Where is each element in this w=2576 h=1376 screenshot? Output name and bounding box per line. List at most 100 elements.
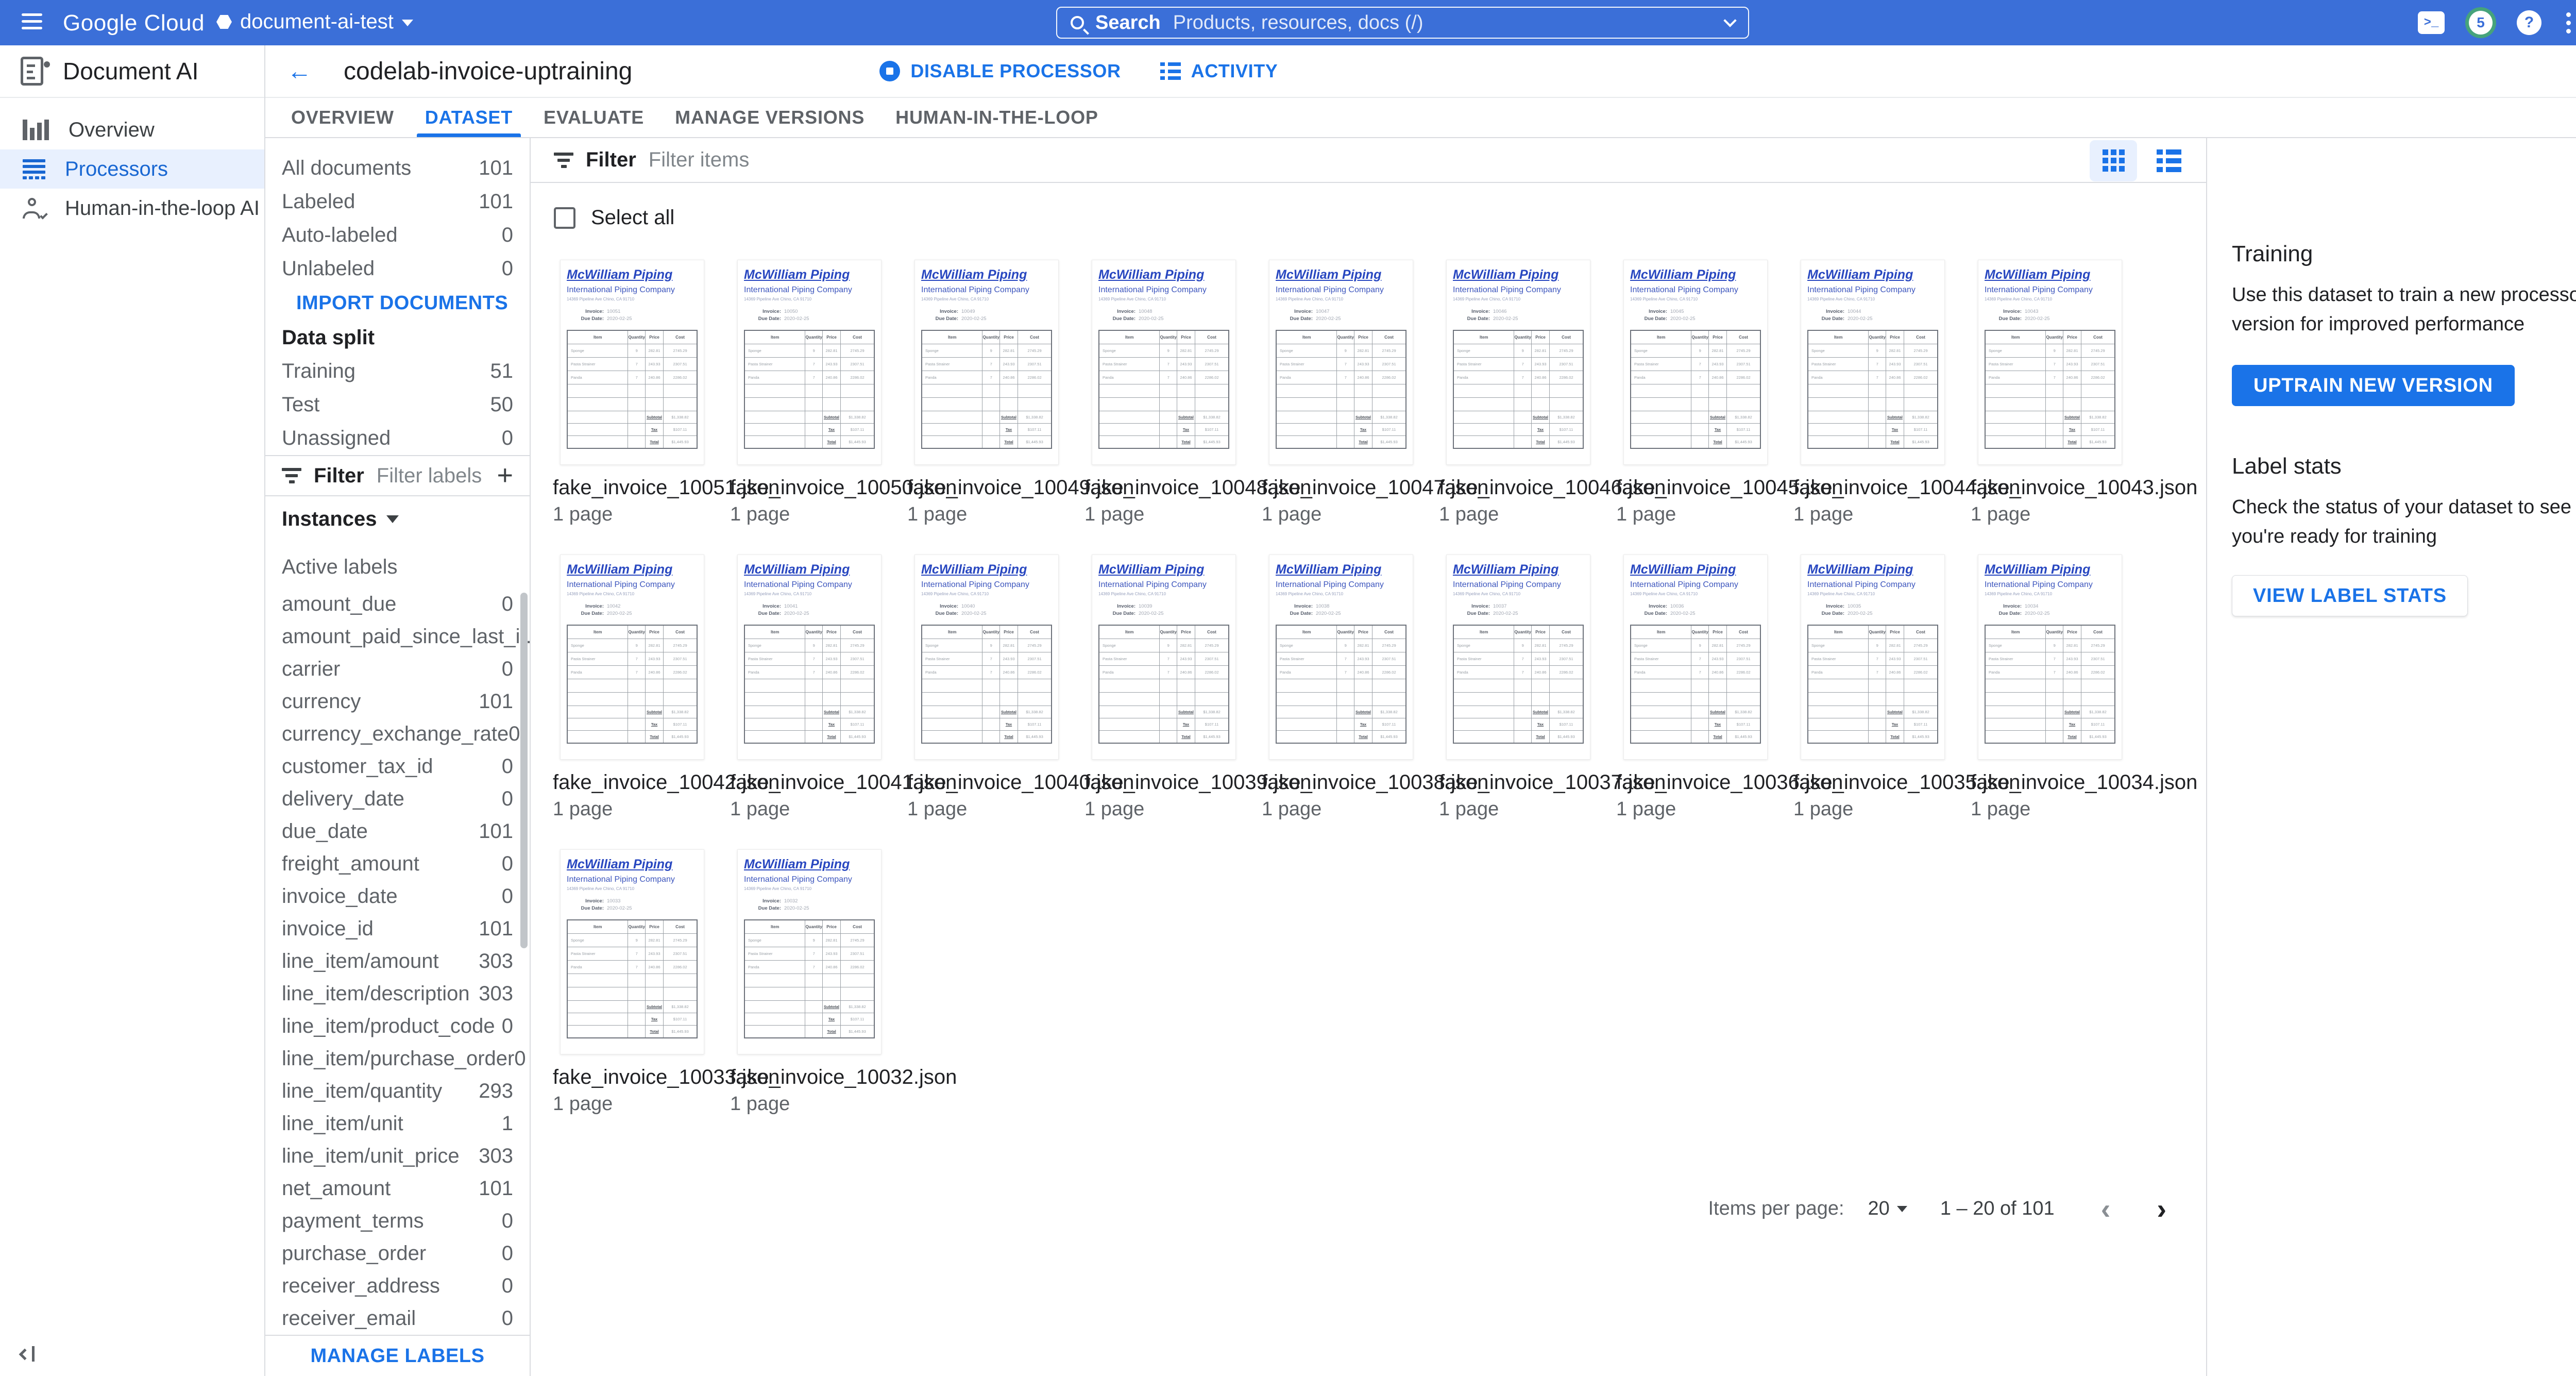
more-options-icon[interactable]	[2562, 12, 2575, 33]
document-card[interactable]: McWilliam Piping International Piping Co…	[730, 555, 957, 820]
document-card[interactable]: McWilliam Piping International Piping Co…	[1616, 555, 1843, 820]
active-label-row[interactable]: line_item/product_code 0	[265, 1010, 530, 1043]
active-label-row[interactable]: line_item/quantity 293	[265, 1075, 530, 1107]
active-label-row[interactable]: purchase_order 0	[265, 1237, 530, 1270]
active-label-row[interactable]: line_item/amount 303	[265, 945, 530, 978]
document-thumbnail[interactable]: McWilliam Piping International Piping Co…	[737, 849, 882, 1054]
document-thumbnail[interactable]: McWilliam Piping International Piping Co…	[737, 260, 882, 465]
document-card[interactable]: McWilliam Piping International Piping Co…	[1971, 260, 2197, 526]
document-card[interactable]: McWilliam Piping International Piping Co…	[907, 555, 1134, 820]
active-label-row[interactable]: receiver_address 0	[265, 1270, 530, 1302]
split-unassigned[interactable]: Unassigned 0	[282, 427, 513, 449]
document-card[interactable]: McWilliam Piping International Piping Co…	[730, 260, 957, 526]
document-thumbnail[interactable]: McWilliam Piping International Piping Co…	[914, 555, 1059, 760]
sidebar-item-overview[interactable]: Overview	[0, 110, 264, 149]
document-card[interactable]: McWilliam Piping International Piping Co…	[907, 260, 1134, 526]
document-card[interactable]: McWilliam Piping International Piping Co…	[1262, 555, 1488, 820]
tab-manage-versions[interactable]: MANAGE VERSIONS	[675, 107, 865, 128]
doc-count-unlabeled[interactable]: Unlabeled 0	[282, 257, 513, 280]
active-label-row[interactable]: payment_terms 0	[265, 1205, 530, 1237]
active-label-row[interactable]: due_date 101	[265, 815, 530, 848]
project-selector[interactable]: document-ai-test	[216, 10, 413, 33]
disable-processor-button[interactable]: DISABLE PROCESSOR	[879, 60, 1121, 82]
collapse-nav-icon[interactable]	[19, 1346, 35, 1362]
chevron-down-icon[interactable]	[1723, 14, 1737, 27]
cloud-shell-icon[interactable]: >_	[2418, 11, 2445, 34]
sidebar-item-hitl[interactable]: Human-in-the-loop AI	[0, 189, 264, 228]
document-thumbnail[interactable]: McWilliam Piping International Piping Co…	[1801, 260, 1945, 465]
document-thumbnail[interactable]: McWilliam Piping International Piping Co…	[1978, 260, 2122, 465]
active-label-row[interactable]: carrier 0	[265, 653, 530, 685]
scrollbar[interactable]	[520, 593, 528, 948]
document-thumbnail[interactable]: McWilliam Piping International Piping Co…	[1446, 260, 1590, 465]
active-label-row[interactable]: invoice_id 101	[265, 913, 530, 945]
active-label-row[interactable]: amount_paid_since_last_i...0	[265, 620, 549, 653]
active-label-row[interactable]: line_item/purchase_order 0	[265, 1043, 530, 1075]
document-thumbnail[interactable]: McWilliam Piping International Piping Co…	[1269, 260, 1413, 465]
document-thumbnail[interactable]: McWilliam Piping International Piping Co…	[1446, 555, 1590, 760]
document-thumbnail[interactable]: McWilliam Piping International Piping Co…	[737, 555, 882, 760]
document-thumbnail[interactable]: McWilliam Piping International Piping Co…	[1092, 260, 1236, 465]
active-label-row[interactable]: line_item/unit_price 303	[265, 1140, 530, 1172]
active-label-row[interactable]: receiver_email 0	[265, 1302, 530, 1335]
help-icon[interactable]: ?	[2517, 10, 2541, 35]
document-card[interactable]: McWilliam Piping International Piping Co…	[730, 849, 957, 1115]
document-card[interactable]: McWilliam Piping International Piping Co…	[1971, 555, 2197, 820]
previous-page-button[interactable]: ‹	[2100, 1193, 2111, 1225]
view-label-stats-button[interactable]: VIEW LABEL STATS	[2232, 575, 2468, 616]
active-label-row[interactable]: currency_exchange_rate 0	[265, 718, 530, 750]
sidebar-item-processors[interactable]: Processors	[0, 149, 264, 189]
document-thumbnail[interactable]: McWilliam Piping International Piping Co…	[1623, 260, 1768, 465]
document-thumbnail[interactable]: McWilliam Piping International Piping Co…	[1978, 555, 2122, 760]
document-thumbnail[interactable]: McWilliam Piping International Piping Co…	[1801, 555, 1945, 760]
tab-overview[interactable]: OVERVIEW	[291, 107, 394, 128]
document-thumbnail[interactable]: McWilliam Piping International Piping Co…	[1269, 555, 1413, 760]
document-thumbnail[interactable]: McWilliam Piping International Piping Co…	[914, 260, 1059, 465]
active-label-row[interactable]: net_amount 101	[265, 1172, 530, 1205]
instances-dropdown[interactable]: Instances	[265, 496, 530, 542]
doc-count-auto-labeled[interactable]: Auto-labeled 0	[282, 224, 513, 246]
menu-icon[interactable]	[22, 13, 42, 32]
import-documents-button[interactable]: IMPORT DOCUMENTS	[296, 292, 509, 314]
document-card[interactable]: McWilliam Piping International Piping Co…	[553, 849, 779, 1115]
filter-items-input[interactable]: Filter items	[648, 148, 750, 171]
document-thumbnail[interactable]: McWilliam Piping International Piping Co…	[1092, 555, 1236, 760]
grid-view-button[interactable]	[2090, 140, 2137, 181]
notifications-badge[interactable]: 5	[2465, 7, 2496, 38]
page-size-select[interactable]: 20	[1868, 1198, 1907, 1220]
tab-evaluate[interactable]: EVALUATE	[544, 107, 645, 128]
document-thumbnail[interactable]: McWilliam Piping International Piping Co…	[1623, 555, 1768, 760]
document-card[interactable]: McWilliam Piping International Piping Co…	[1084, 260, 1311, 526]
document-card[interactable]: McWilliam Piping International Piping Co…	[1262, 260, 1488, 526]
manage-labels-button[interactable]: MANAGE LABELS	[265, 1335, 530, 1376]
next-page-button[interactable]: ›	[2157, 1193, 2166, 1225]
active-label-row[interactable]: line_item/description 303	[265, 978, 530, 1010]
document-card[interactable]: McWilliam Piping International Piping Co…	[553, 260, 779, 526]
document-card[interactable]: McWilliam Piping International Piping Co…	[1616, 260, 1843, 526]
document-card[interactable]: McWilliam Piping International Piping Co…	[1084, 555, 1311, 820]
document-thumbnail[interactable]: McWilliam Piping International Piping Co…	[560, 555, 704, 760]
active-label-row[interactable]: line_item/unit 1	[265, 1107, 530, 1140]
select-all-control[interactable]: Select all	[554, 206, 674, 229]
split-training[interactable]: Training 51	[282, 360, 513, 382]
active-label-row[interactable]: invoice_date 0	[265, 880, 530, 913]
document-card[interactable]: McWilliam Piping International Piping Co…	[553, 555, 779, 820]
doc-count-labeled[interactable]: Labeled 101	[282, 190, 513, 213]
add-label-icon[interactable]: +	[497, 460, 513, 491]
tab-dataset[interactable]: DATASET	[410, 98, 528, 137]
search-input[interactable]: Search Products, resources, docs (/)	[1056, 7, 1749, 39]
active-label-row[interactable]: delivery_date 0	[265, 783, 530, 815]
doc-count-all[interactable]: All documents 101	[282, 157, 513, 179]
active-label-row[interactable]: customer_tax_id 0	[265, 750, 530, 783]
document-thumbnail[interactable]: McWilliam Piping International Piping Co…	[560, 260, 704, 465]
document-card[interactable]: McWilliam Piping International Piping Co…	[1439, 260, 1666, 526]
document-card[interactable]: McWilliam Piping International Piping Co…	[1439, 555, 1666, 820]
active-label-row[interactable]: freight_amount 0	[265, 848, 530, 880]
select-all-checkbox[interactable]	[554, 207, 575, 229]
tab-human-in-the-loop[interactable]: HUMAN-IN-THE-LOOP	[895, 107, 1098, 128]
uptrain-new-version-button[interactable]: UPTRAIN NEW VERSION	[2232, 365, 2515, 406]
active-label-row[interactable]: currency 101	[265, 685, 530, 718]
split-test[interactable]: Test 50	[282, 393, 513, 416]
document-card[interactable]: McWilliam Piping International Piping Co…	[1793, 555, 2020, 820]
document-thumbnail[interactable]: McWilliam Piping International Piping Co…	[560, 849, 704, 1054]
